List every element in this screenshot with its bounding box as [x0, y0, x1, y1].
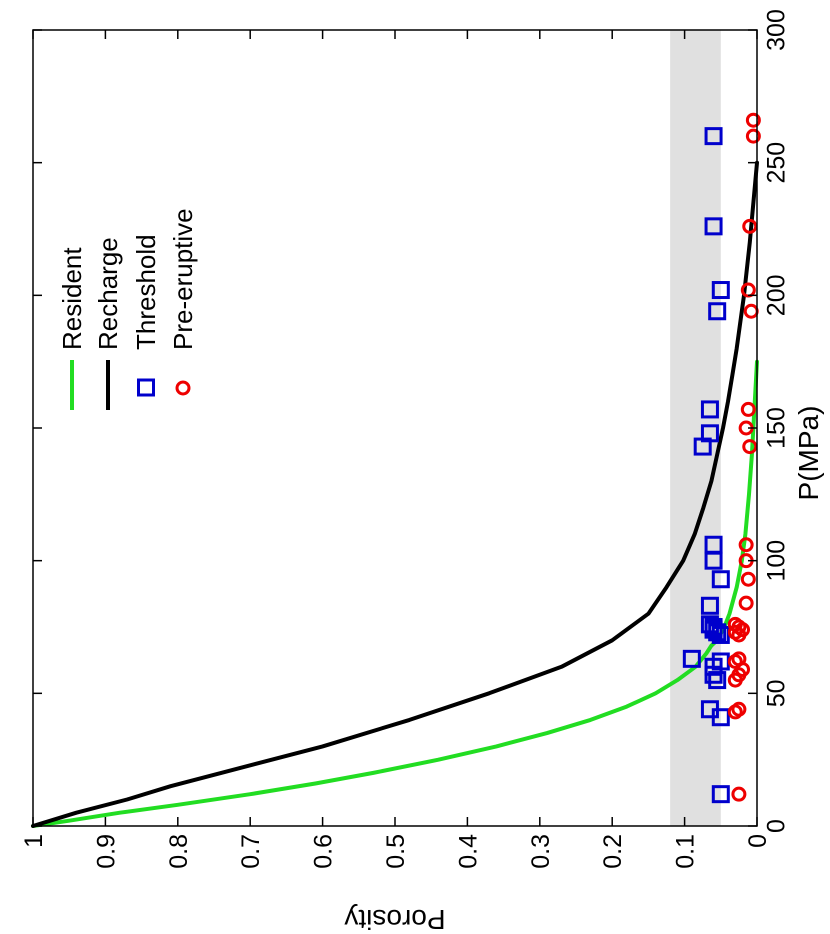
marker-pre-eruptive [738, 595, 754, 611]
y-tick-label: 0.7 [237, 834, 265, 869]
marker-pre-eruptive [731, 786, 747, 802]
marker-pre-eruptive [743, 303, 759, 319]
y-tick-label: 0.1 [672, 834, 700, 869]
marker-threshold [708, 671, 727, 690]
y-tick-label: 0.3 [527, 834, 555, 869]
x-tick-label: 0 [763, 819, 791, 833]
marker-threshold [711, 281, 730, 300]
y-tick-label: 0.5 [382, 834, 410, 869]
x-axis-label: P(MPa) [793, 406, 824, 501]
marker-pre-eruptive [740, 401, 756, 417]
marker-threshold [711, 570, 730, 589]
marker-pre-eruptive [731, 701, 747, 717]
marker-threshold [704, 217, 723, 236]
marker-pre-eruptive [745, 112, 761, 128]
marker-threshold [700, 700, 719, 719]
x-tick-label: 100 [763, 540, 791, 582]
legend-label: Pre-eruptive [168, 208, 198, 350]
legend-circle-symbol [175, 380, 191, 396]
legend-label: Recharge [93, 237, 123, 350]
marker-pre-eruptive [742, 218, 758, 234]
x-tick-label: 300 [763, 9, 791, 51]
series-line-recharge [31, 160, 759, 828]
y-tick-label: 0.4 [454, 834, 482, 869]
legend-square-symbol [137, 378, 155, 397]
x-tick-label: 50 [763, 679, 791, 707]
series-line-resident [31, 359, 759, 828]
y-tick-label: 0.6 [310, 834, 338, 869]
marker-pre-eruptive [738, 537, 754, 553]
y-tick-label: 0.8 [165, 834, 193, 869]
marker-threshold [704, 535, 723, 554]
marker-threshold [711, 785, 730, 804]
y-tick-label: 0 [744, 834, 772, 848]
x-tick-label: 150 [763, 407, 791, 449]
y-tick-label: 0.9 [92, 834, 120, 869]
marker-threshold [700, 400, 719, 419]
marker-threshold [704, 127, 723, 146]
marker-threshold [708, 302, 727, 321]
y-tick-label: 1 [20, 834, 48, 848]
x-tick-label: 200 [763, 274, 791, 316]
marker-pre-eruptive [727, 616, 743, 632]
marker-threshold [704, 618, 723, 636]
marker-threshold [700, 424, 719, 443]
plot-frame [32, 29, 758, 827]
y-axis-label: Porosity [344, 904, 445, 934]
shaded-band [670, 30, 721, 826]
y-tick-label: 0.2 [599, 834, 627, 869]
marker-threshold [682, 649, 701, 668]
x-tick-label: 250 [763, 142, 791, 184]
legend-label: Resident [57, 247, 87, 350]
marker-pre-eruptive [731, 651, 747, 667]
marker-threshold [700, 596, 719, 615]
marker-threshold [700, 615, 719, 634]
marker-pre-eruptive [742, 439, 758, 455]
legend-label: Threshold [131, 234, 161, 350]
marker-pre-eruptive [745, 128, 761, 144]
marker-pre-eruptive [740, 571, 756, 587]
